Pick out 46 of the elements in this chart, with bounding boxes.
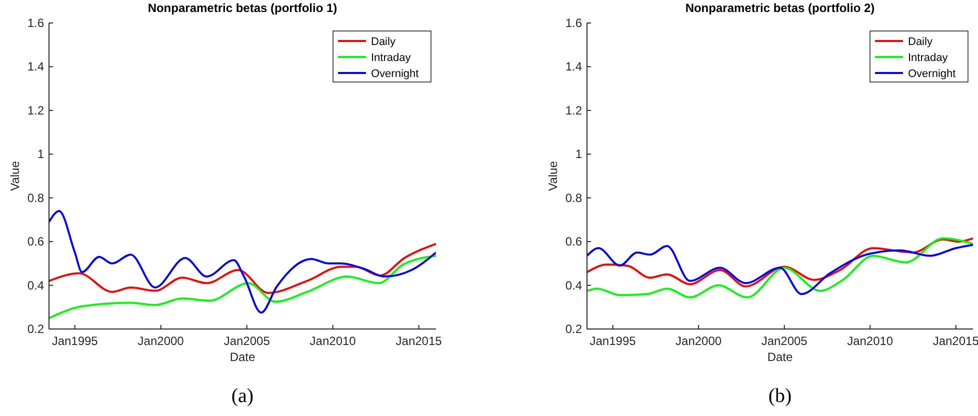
x-tick-label: Jan2015 [932, 334, 978, 348]
legend-label: Intraday [371, 52, 412, 64]
x-tick-label: Jan2000 [138, 334, 184, 348]
chart-title: Nonparametric betas (portfolio 1) [148, 1, 338, 15]
y-axis-title: Value [8, 160, 22, 191]
y-tick-label: 0.4 [565, 278, 582, 292]
line-series [587, 244, 973, 296]
line-series [49, 254, 436, 320]
x-tick-label: Jan2015 [396, 334, 442, 348]
line-series [49, 242, 436, 294]
y-tick-label: 1.4 [27, 60, 44, 74]
x-tick-label: Jan2010 [847, 334, 894, 348]
x-tick-label: Jan1995 [52, 334, 98, 348]
y-tick-label: 0.8 [27, 190, 44, 205]
line-series [587, 237, 973, 288]
text: (b) [768, 385, 792, 407]
chart-title: Nonparametric betas (portfolio 2) [685, 1, 875, 15]
x-tick-label: Jan2010 [310, 334, 356, 348]
legend-label: Daily [908, 36, 933, 48]
x-tick-label: Jan2000 [676, 334, 722, 348]
line-series [49, 210, 436, 314]
x-tick-label: Jan2005 [224, 334, 270, 348]
y-tick-label: 0.6 [27, 234, 44, 249]
y-tick-label: 0.4 [27, 278, 44, 292]
line-series [587, 237, 973, 298]
x-tick-label: Jan1995 [590, 334, 636, 348]
y-tick-label: 1.2 [27, 103, 44, 118]
y-tick-label: 1.6 [565, 16, 582, 30]
y-tick-label: 1.6 [27, 16, 44, 30]
y-tick-label: 1.2 [565, 103, 582, 118]
y-tick-label: 1.4 [565, 60, 582, 74]
y-tick-label: 0.8 [565, 190, 582, 205]
legend-label: Overnight [371, 68, 419, 80]
y-tick-label: 0.2 [565, 322, 582, 336]
text: (a) [231, 385, 254, 407]
legend-label: Daily [371, 36, 396, 48]
y-tick-label: 0.6 [565, 234, 582, 249]
x-axis-title: Date [767, 350, 793, 364]
x-tick-label: Jan2005 [761, 334, 808, 348]
x-axis-title: Date [230, 350, 256, 364]
y-tick-label: 1 [37, 147, 44, 162]
y-tick-label: 0.2 [27, 322, 44, 336]
y-axis-title: Value [546, 160, 560, 191]
legend-label: Overnight [908, 68, 956, 80]
y-tick-label: 1 [575, 147, 582, 162]
legend-label: Intraday [908, 52, 948, 64]
